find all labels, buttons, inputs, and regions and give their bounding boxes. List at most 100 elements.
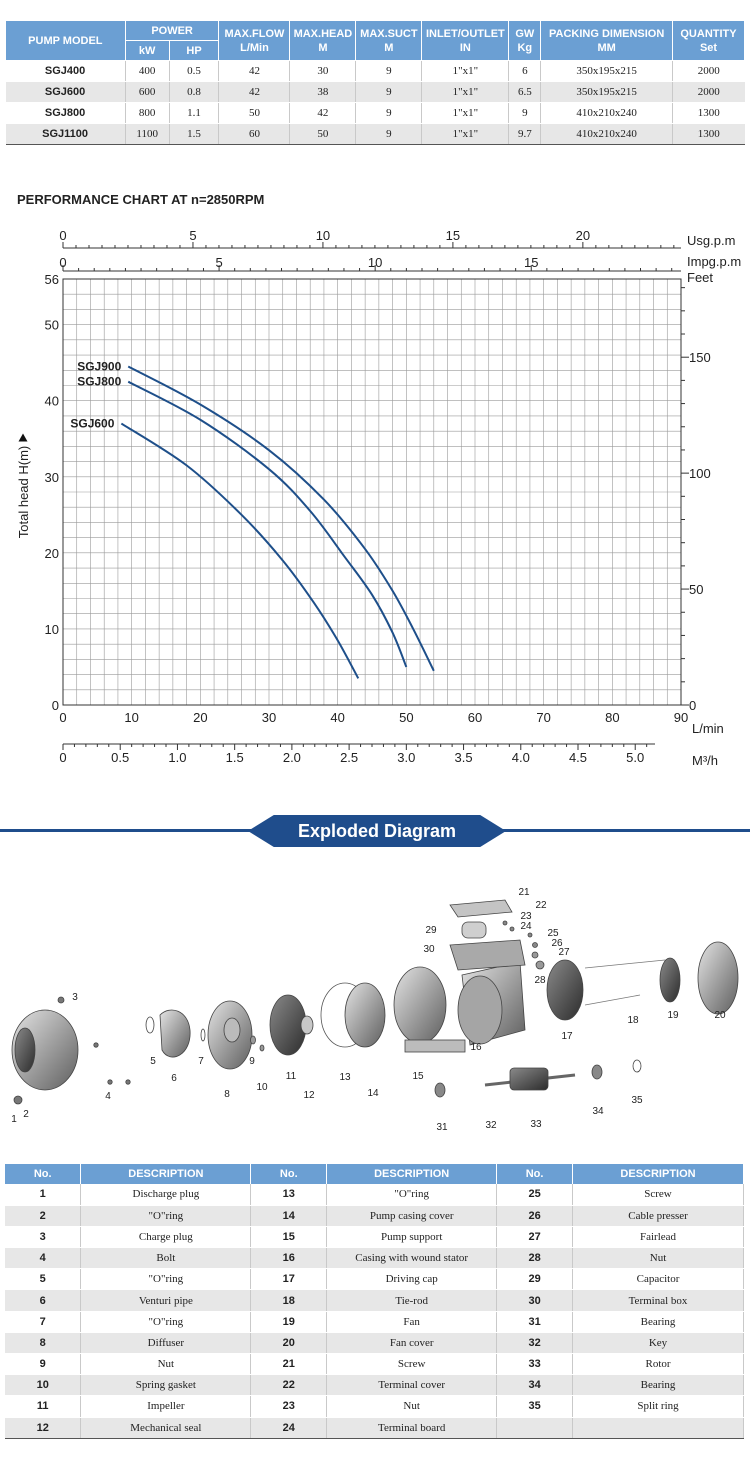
part-description: Spring gasket <box>80 1374 252 1397</box>
part-number: 35 <box>496 1395 574 1418</box>
part-description: Mechanical seal <box>80 1417 252 1439</box>
usgpm-tick-label: 10 <box>316 228 330 243</box>
part-number: 34 <box>496 1374 574 1397</box>
callout-number: 12 <box>303 1090 315 1101</box>
series-label: SGJ600 <box>70 417 114 431</box>
part-number: 8 <box>5 1332 82 1355</box>
callout-number: 16 <box>470 1042 482 1053</box>
parts-table: No. DESCRIPTION No. DESCRIPTION No. DESC… <box>5 1164 744 1439</box>
capacitor-part <box>461 921 487 939</box>
callout-number: 13 <box>339 1072 351 1083</box>
screw-part <box>527 932 533 938</box>
series-line <box>127 380 408 668</box>
part-number: 19 <box>250 1311 328 1333</box>
part-description: Nut <box>572 1247 744 1270</box>
cell: 6 <box>508 60 541 82</box>
cell: 1"x1" <box>421 60 509 82</box>
chart-title: PERFORMANCE CHART AT n=2850RPM <box>17 192 265 207</box>
chart-axes: 0 10 20 30 40 50 60 70 80 90L/min0102030405056050… <box>45 228 742 768</box>
cell: 350x195x215 <box>540 81 673 103</box>
part-description: Key <box>572 1332 744 1355</box>
cell: 400 <box>124 60 170 82</box>
header-max-suct: MAX.SUCT M <box>355 20 423 61</box>
parts-row: 1 Discharge plug 13 "O"ring 25 Screw <box>5 1184 744 1206</box>
spec-table: PUMP MODEL POWER MAX.FLOW L/Min MAX.HEAD M… <box>5 20 745 145</box>
m3h-tick-label: 5.0 <box>626 750 644 765</box>
x-tick-label: 20 <box>193 710 207 725</box>
nut-part <box>509 926 515 932</box>
diffuser-hub-part <box>223 1017 241 1043</box>
cell: SGJ600 <box>5 81 126 103</box>
cell: 9.7 <box>508 123 541 145</box>
cell: 350x195x215 <box>540 60 673 82</box>
callout-number: 10 <box>256 1082 268 1093</box>
y-tick-label: 50 <box>45 318 59 333</box>
header-no: No. <box>5 1164 82 1184</box>
callout-number: 31 <box>436 1122 448 1133</box>
cell: 9 <box>355 102 422 124</box>
part-description: Nut <box>80 1353 252 1376</box>
header-no: No. <box>496 1164 574 1184</box>
y-tick-label: 20 <box>45 546 59 561</box>
tie-rod-part <box>584 959 666 969</box>
feet-tick-label: 100 <box>689 466 711 481</box>
header-no: No. <box>250 1164 328 1184</box>
m3h-tick-label: 4.0 <box>512 750 530 765</box>
part-description: Casing with wound stator <box>326 1247 498 1270</box>
cell: 0.8 <box>168 81 219 103</box>
x-tick-label: 40 <box>330 710 344 725</box>
exploded-banner: Exploded Diagram <box>248 815 506 847</box>
feet-tick-label: 150 <box>689 350 711 365</box>
series-label: SGJ800 <box>77 375 121 389</box>
header-kw: kW <box>124 40 170 61</box>
spec-row: SGJ400 400 0.5 42 30 9 1"x1" 6 350x195x215 2000 <box>5 60 745 82</box>
parts-body: 1 Discharge plug 13 "O"ring 25 Screw 2 "O"ring 1… <box>5 1184 744 1439</box>
cable-presser-part <box>532 942 538 948</box>
part-number: 22 <box>250 1374 328 1397</box>
part-number: 24 <box>250 1417 328 1439</box>
impgpm-tick-label: 10 <box>368 255 382 270</box>
callout-number: 26 <box>551 938 563 949</box>
cell: SGJ800 <box>5 102 126 124</box>
callout-number: 11 <box>286 1071 297 1082</box>
callout-number: 29 <box>425 925 437 936</box>
gasket-part <box>259 1044 265 1052</box>
x-tick-label: 50 <box>399 710 413 725</box>
parts-row: 9 Nut 21 Screw 33 Rotor <box>5 1353 744 1376</box>
x-tick-label: 0 <box>59 710 66 725</box>
part-number: 28 <box>496 1247 574 1270</box>
header-description: DESCRIPTION <box>572 1164 744 1184</box>
pump-outlet-part <box>14 1027 36 1073</box>
usgpm-tick-label: 15 <box>446 228 460 243</box>
impgpm-tick-label: 15 <box>524 255 538 270</box>
callout-number: 17 <box>561 1031 573 1042</box>
spec-row: SGJ800 800 1.1 50 42 9 1"x1" 9 410x210x240 1300 <box>5 102 745 124</box>
part-description: Nut <box>326 1395 498 1418</box>
m3h-tick-label: 0.5 <box>111 750 129 765</box>
callout-number: 22 <box>535 900 547 911</box>
cell: 6.5 <box>508 81 541 103</box>
callout-number: 23 <box>520 911 532 922</box>
part-description: Impeller <box>80 1395 252 1418</box>
part-number: 2 <box>5 1205 82 1227</box>
cell: 42 <box>218 60 290 82</box>
callout-number: 21 <box>518 887 530 898</box>
part-number: 27 <box>496 1226 574 1249</box>
header-pump-model: PUMP MODEL <box>5 20 126 61</box>
feet-tick-label: 50 <box>689 582 703 597</box>
cell: 2000 <box>672 60 745 82</box>
part-number: 31 <box>496 1311 574 1333</box>
pump-support-part <box>393 966 447 1044</box>
part-number <box>496 1417 574 1439</box>
part-number: 23 <box>250 1395 328 1418</box>
part-number: 4 <box>5 1247 82 1270</box>
y-axis-arrow-icon <box>18 433 28 442</box>
header-inlet-outlet: INLET/OUTLET IN <box>421 20 510 61</box>
part-number: 3 <box>5 1226 82 1249</box>
cell: 1300 <box>672 102 745 124</box>
cell: 800 <box>124 102 170 124</box>
cell: 1"x1" <box>421 123 509 145</box>
cell: 50 <box>218 102 290 124</box>
exploded-title: Exploded Diagram <box>297 821 457 841</box>
bolt-part <box>93 1042 99 1048</box>
